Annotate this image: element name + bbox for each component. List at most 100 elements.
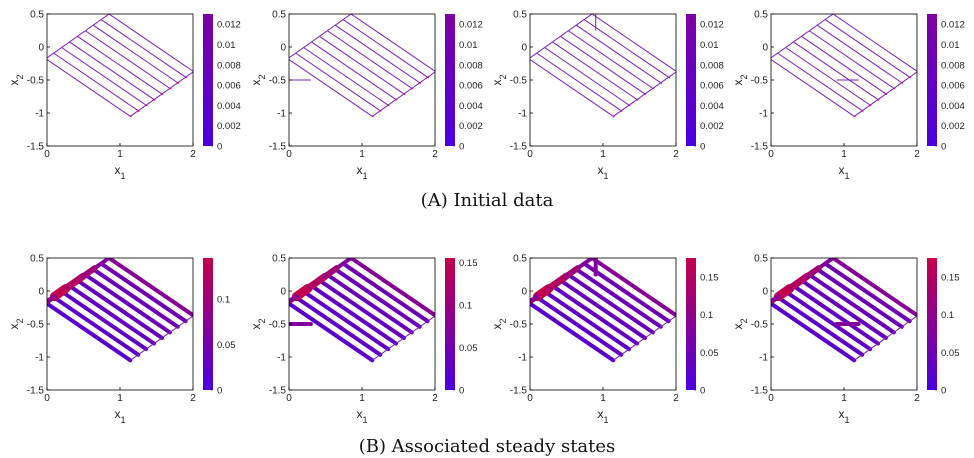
colorbar-tick-label: 0.006 (941, 81, 965, 92)
network-lines (530, 14, 676, 118)
y-tick-label: 0.5 (272, 254, 286, 265)
x-tick-label: 2 (673, 149, 679, 160)
network-strip (301, 289, 391, 352)
y-axis-label-subscript: 2 (498, 74, 508, 79)
caption-steady-states: (B) Associated steady states (358, 436, 616, 457)
chart-panel-a4: 0 1 2 0.5 0 -0.5 -1 -1.5 x1 x2 0.012 0.01 0.008 0.006… (731, 10, 965, 182)
network-lines (47, 14, 193, 118)
network-strip (303, 47, 389, 106)
y-tick-label: 0.5 (754, 10, 768, 21)
network-strip (47, 301, 133, 363)
network-strip (558, 278, 647, 340)
network-strip (319, 35, 405, 95)
y-tick-label: 0 (38, 287, 44, 298)
network-strip (108, 14, 193, 72)
x-axis-label-subscript: 1 (603, 171, 608, 181)
x-axis-label: x1 (838, 163, 849, 181)
hotspot-segment (47, 294, 57, 305)
network-strip (566, 272, 655, 335)
y-tick-label: -1 (518, 109, 527, 120)
strip-end-mark (636, 98, 639, 101)
network-strip (785, 47, 871, 106)
y-tick-label: -1 (35, 109, 44, 120)
network-strip (799, 278, 888, 340)
y-axis-label-subscript: 2 (15, 74, 25, 79)
y-tick-label: 0 (38, 43, 44, 54)
network-strip (350, 14, 435, 72)
colorbar-tick-label: 0.008 (941, 60, 965, 71)
network-strip (342, 19, 428, 78)
y-axis-label-subscript: 2 (257, 318, 267, 323)
y-tick-label: -1.5 (510, 142, 528, 153)
strip-end-mark (869, 104, 872, 107)
colorbar-tick-label: 0.006 (459, 81, 483, 92)
strip-end-mark (395, 98, 398, 101)
network-lines (47, 258, 193, 363)
strip-end-mark (893, 87, 896, 90)
x-tick-label: 0 (286, 149, 292, 160)
x-tick-label: 2 (432, 393, 438, 404)
colorbar-tick-label: 0.01 (941, 40, 960, 51)
network-strip (334, 24, 421, 84)
network-strip (317, 278, 406, 340)
network-strip (793, 41, 879, 100)
strip-end-mark (145, 104, 148, 107)
network-strip (771, 59, 855, 117)
hotspot-segment (771, 294, 781, 305)
y-axis-label-subscript: 2 (739, 318, 749, 323)
hotspot-segment (322, 265, 340, 280)
hotspot-segment (530, 294, 540, 305)
hotspot-segment (804, 265, 822, 280)
colorbar-tick-label: 0.1 (941, 310, 954, 321)
colorbar-tick-label: 0 (217, 386, 222, 397)
strip-end-mark (861, 110, 864, 113)
caption-initial-data: (A) Initial data (420, 190, 554, 211)
network-lines (530, 258, 676, 363)
hotspot-segment (563, 265, 581, 280)
y-tick-label: -1 (35, 353, 44, 364)
x-axis-label: x1 (597, 407, 608, 425)
y-tick-label: -1.5 (269, 386, 287, 397)
colorbar-tick-label: 0 (217, 142, 222, 153)
network-strip (530, 59, 614, 117)
network-lines (289, 14, 435, 118)
network-strip (831, 258, 917, 318)
hotspot-segment (545, 272, 570, 292)
y-tick-label: -1.5 (510, 386, 528, 397)
colorbar-tick-label: 0.012 (941, 20, 965, 31)
colorbar-tick-label: 0 (700, 142, 705, 153)
network-strip (99, 261, 188, 324)
y-tick-label: 0 (280, 287, 286, 298)
network-strip (92, 24, 179, 84)
network-strip (815, 267, 904, 329)
colorbar-tick-label: 0.006 (700, 81, 724, 92)
network-strip (807, 272, 896, 335)
network-strip (107, 258, 193, 318)
y-tick-label: -0.5 (510, 76, 528, 87)
strip-end-mark (853, 115, 856, 118)
y-tick-label: -0.5 (269, 320, 287, 331)
y-tick-label: -1.5 (27, 142, 45, 153)
network-strip (574, 267, 663, 329)
colorbar-tick-label: 0.008 (459, 60, 483, 71)
x-axis-label-subscript: 1 (603, 415, 608, 425)
colorbar (927, 258, 937, 390)
x-tick-label: 1 (841, 393, 847, 404)
chart-panel-b4: 0 1 2 0.5 0 -0.5 -1 -1.5 x1 x2 0.15 0.1 0.05 0 (731, 254, 960, 426)
strip-end-mark (161, 93, 164, 96)
y-axis-label-subscript: 2 (739, 74, 749, 79)
y-tick-label: -0.5 (269, 76, 287, 87)
strip-end-mark (419, 82, 422, 85)
network-edge (530, 14, 593, 59)
colorbar (445, 258, 455, 390)
network-strip (47, 59, 131, 117)
network-strip (69, 41, 155, 100)
y-tick-label: 0.5 (754, 254, 768, 265)
x-tick-label: 1 (359, 149, 365, 160)
colorbar (686, 14, 696, 146)
network-edge (289, 14, 352, 59)
colorbar-tick-label: 0.008 (700, 60, 724, 71)
network-edge (129, 315, 193, 361)
colorbar-tick-label: 0 (941, 142, 946, 153)
network-strip (85, 30, 171, 89)
